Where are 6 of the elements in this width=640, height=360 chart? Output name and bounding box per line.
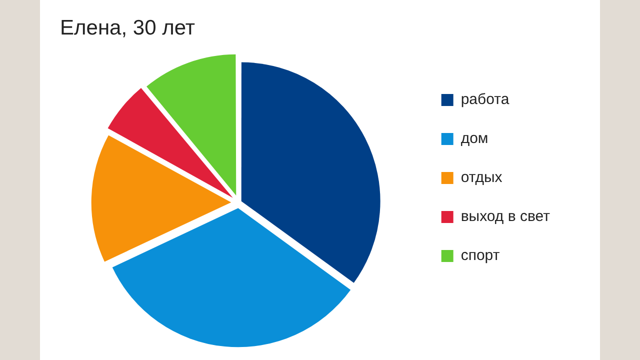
legend-label: дом bbox=[460, 130, 488, 148]
legend-label: работа bbox=[460, 91, 510, 108]
chart-title: Елена, 30 лет bbox=[60, 16, 196, 40]
legend-label: выход в свет bbox=[460, 208, 550, 226]
legend-label: отдых bbox=[460, 169, 503, 186]
legend-label: спорт bbox=[460, 247, 500, 264]
